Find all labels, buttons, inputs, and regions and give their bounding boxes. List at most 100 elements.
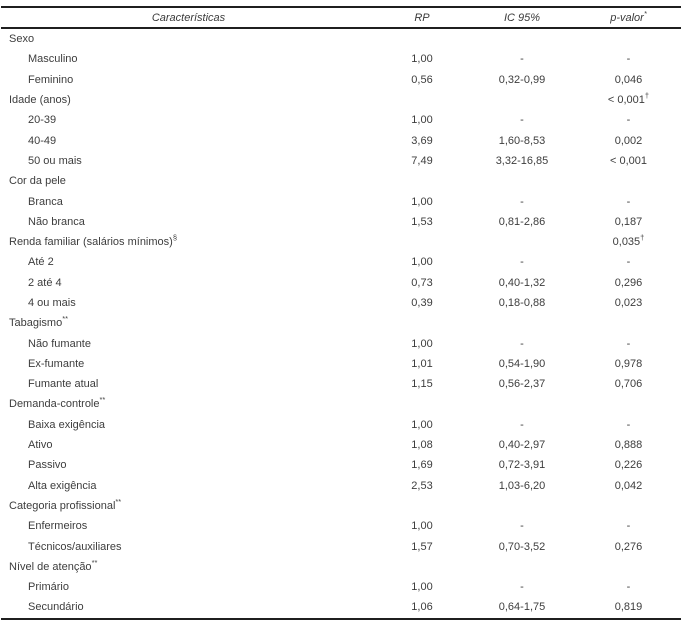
row-label: Cor da pele [9, 175, 66, 188]
rp-value: 1,00 [411, 337, 433, 350]
p-value: - [626, 114, 631, 127]
p-footnote-mark: † [640, 233, 645, 243]
ic-value: 0,72-3,91 [498, 459, 546, 472]
table-row: 2 até 4 0,73 0,40-1,32 0,296 [1, 273, 681, 293]
rp-value [376, 394, 468, 414]
row-label: Passivo [28, 459, 67, 472]
ic-value [468, 232, 576, 252]
p-value: - [626, 581, 631, 594]
ic-value: - [520, 195, 524, 208]
row-label: Técnicos/auxiliares [28, 540, 122, 553]
rp-value: 7,49 [411, 154, 433, 167]
rp-value: 2,53 [411, 479, 433, 492]
rp-value [376, 496, 468, 516]
p-value: - [626, 337, 631, 350]
table-row: Branca 1,00 - - [1, 191, 681, 211]
table-row: Idade (anos) < 0,001† [1, 90, 681, 110]
rp-value: 3,69 [411, 134, 433, 147]
table-row: 4 ou mais 0,39 0,18-0,88 0,023 [1, 293, 681, 313]
row-label: 20-39 [28, 114, 57, 127]
rp-value: 1,69 [411, 459, 433, 472]
p-value: 0,296 [614, 276, 643, 289]
table-row: Sexo [1, 28, 681, 49]
p-value: 0,023 [614, 297, 643, 309]
rp-value: 1,00 [411, 581, 433, 594]
row-label: Até 2 [28, 256, 54, 269]
rp-value: 1,01 [411, 357, 433, 370]
table-row: Baixa exigência 1,00 - - [1, 415, 681, 435]
row-label: Não branca [28, 215, 85, 228]
row-label: Idade (anos) [9, 94, 71, 107]
ic-value: - [520, 337, 524, 350]
ic-value: 0,40-2,97 [498, 439, 546, 452]
table-row: Técnicos/auxiliares 1,57 0,70-3,52 0,276 [1, 536, 681, 556]
ic-value [468, 557, 576, 577]
rp-value [376, 28, 468, 49]
row-label: Sexo [9, 33, 35, 46]
rp-value: 1,00 [411, 114, 433, 127]
rp-value: 1,57 [411, 540, 433, 553]
ic-value: - [520, 256, 524, 269]
col-header-label: p-valor [610, 11, 644, 24]
col-header-label: Características [151, 11, 226, 24]
rp-value: 0,73 [411, 276, 433, 289]
table-row: 50 ou mais 7,49 3,32-16,85 < 0,001 [1, 151, 681, 171]
ic-value: 0,40-1,32 [498, 276, 546, 289]
table-body: Sexo Masculino 1,00 - - Feminino 0,56 0,… [1, 28, 681, 619]
results-table: Características RP IC 95% p-valor* Sexo … [1, 6, 681, 620]
header-row: Características RP IC 95% p-valor* [1, 7, 681, 29]
table-row: Ex-fumante 1,01 0,54-1,90 0,978 [1, 354, 681, 374]
p-value: 0,276 [614, 540, 643, 553]
ic-value: 0,56-2,37 [498, 378, 546, 391]
table-row: Cor da pele [1, 171, 681, 191]
row-footnote-mark: § [172, 233, 177, 243]
ic-value: 1,60-8,53 [498, 134, 546, 147]
row-label: Feminino [28, 73, 74, 86]
row-label: 4 ou mais [28, 297, 76, 309]
table-row: Nível de atenção** [1, 557, 681, 577]
ic-value: 0,32-0,99 [498, 73, 546, 86]
p-value: 0,046 [614, 73, 643, 86]
table-row: Feminino 0,56 0,32-0,99 0,046 [1, 70, 681, 90]
ic-value [468, 28, 576, 49]
table-row: Renda familiar (salários mínimos)§ 0,035… [1, 232, 681, 252]
ic-value: - [520, 581, 524, 594]
table-row: Passivo 1,69 0,72-3,91 0,226 [1, 455, 681, 475]
row-label: Renda familiar (salários mínimos) [9, 236, 173, 249]
p-value: 0,187 [614, 215, 643, 228]
row-footnote-mark: ** [91, 557, 98, 567]
table-row: Não fumante 1,00 - - [1, 333, 681, 353]
table-row: Secundário 1,06 0,64-1,75 0,819 [1, 597, 681, 618]
rp-value [376, 171, 468, 191]
p-value: 0,706 [614, 378, 643, 391]
table-row: Tabagismo** [1, 313, 681, 333]
row-label: Categoria profissional [9, 499, 116, 512]
ic-value: 0,70-3,52 [498, 540, 546, 553]
row-label: Ex-fumante [28, 357, 85, 370]
p-value: < 0,001 [609, 154, 647, 167]
table-row: Até 2 1,00 - - [1, 252, 681, 272]
p-value: - [626, 520, 631, 533]
col-header-label: RP [414, 11, 430, 24]
col-header-caracteristicas: Características [1, 7, 376, 29]
col-header-ic95: IC 95% [468, 7, 576, 29]
rp-value: 1,06 [411, 601, 433, 614]
p-value: 0,035 [612, 236, 641, 249]
ic-value [468, 90, 576, 110]
col-footnote-mark: * [643, 8, 647, 18]
rp-value: 1,00 [411, 256, 433, 269]
row-footnote-mark: ** [62, 314, 69, 324]
ic-value [468, 394, 576, 414]
rp-value: 1,00 [411, 418, 433, 431]
p-value: 0,226 [614, 459, 643, 472]
table-row: Fumante atual 1,15 0,56-2,37 0,706 [1, 374, 681, 394]
p-value: < 0,001 [607, 94, 645, 107]
row-label: 40-49 [28, 134, 57, 147]
col-header-p-valor: p-valor* [576, 7, 681, 29]
rp-value [376, 313, 468, 333]
ic-value [468, 313, 576, 333]
row-label: Ativo [28, 439, 53, 452]
table-header: Características RP IC 95% p-valor* [1, 7, 681, 29]
row-label: Branca [28, 195, 63, 208]
